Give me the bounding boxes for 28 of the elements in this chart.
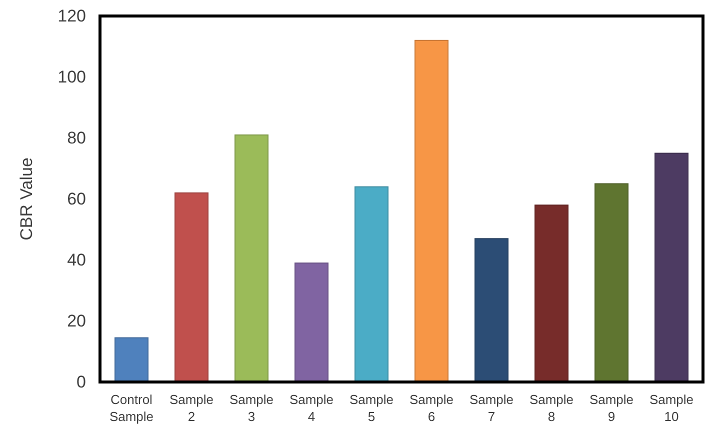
bar <box>234 134 268 382</box>
y-tick-label: 0 <box>76 372 86 392</box>
y-tick-label: 120 <box>58 6 86 26</box>
bar <box>654 152 688 382</box>
x-tick-label: Sample 4 <box>289 392 334 424</box>
bar <box>174 192 208 382</box>
y-axis-title: CBR Value <box>17 158 36 240</box>
bar <box>414 40 448 382</box>
x-tick-label: Sample 6 <box>409 392 454 424</box>
bar <box>354 186 388 382</box>
y-tick-label: 60 <box>67 189 86 208</box>
x-tick-label: Sample 8 <box>529 392 574 424</box>
x-tick-label: Sample 7 <box>469 392 514 424</box>
x-tick-label: Sample 3 <box>229 392 274 424</box>
y-tick-label: 40 <box>67 250 86 270</box>
y-tick-label: 100 <box>58 67 86 86</box>
bar <box>474 238 508 382</box>
bar <box>594 183 628 382</box>
x-tick-label: Sample 2 <box>169 392 214 424</box>
bar <box>534 204 568 382</box>
x-tick-label: Sample 5 <box>349 392 394 424</box>
y-tick-label: 80 <box>67 128 86 148</box>
y-tick-label: 20 <box>67 311 86 330</box>
bar <box>114 337 148 382</box>
x-tick-label: Sample 10 <box>649 392 694 424</box>
x-tick-label: Sample 9 <box>589 392 634 424</box>
bar <box>294 262 328 382</box>
x-tick-label: Control Sample <box>109 392 154 424</box>
